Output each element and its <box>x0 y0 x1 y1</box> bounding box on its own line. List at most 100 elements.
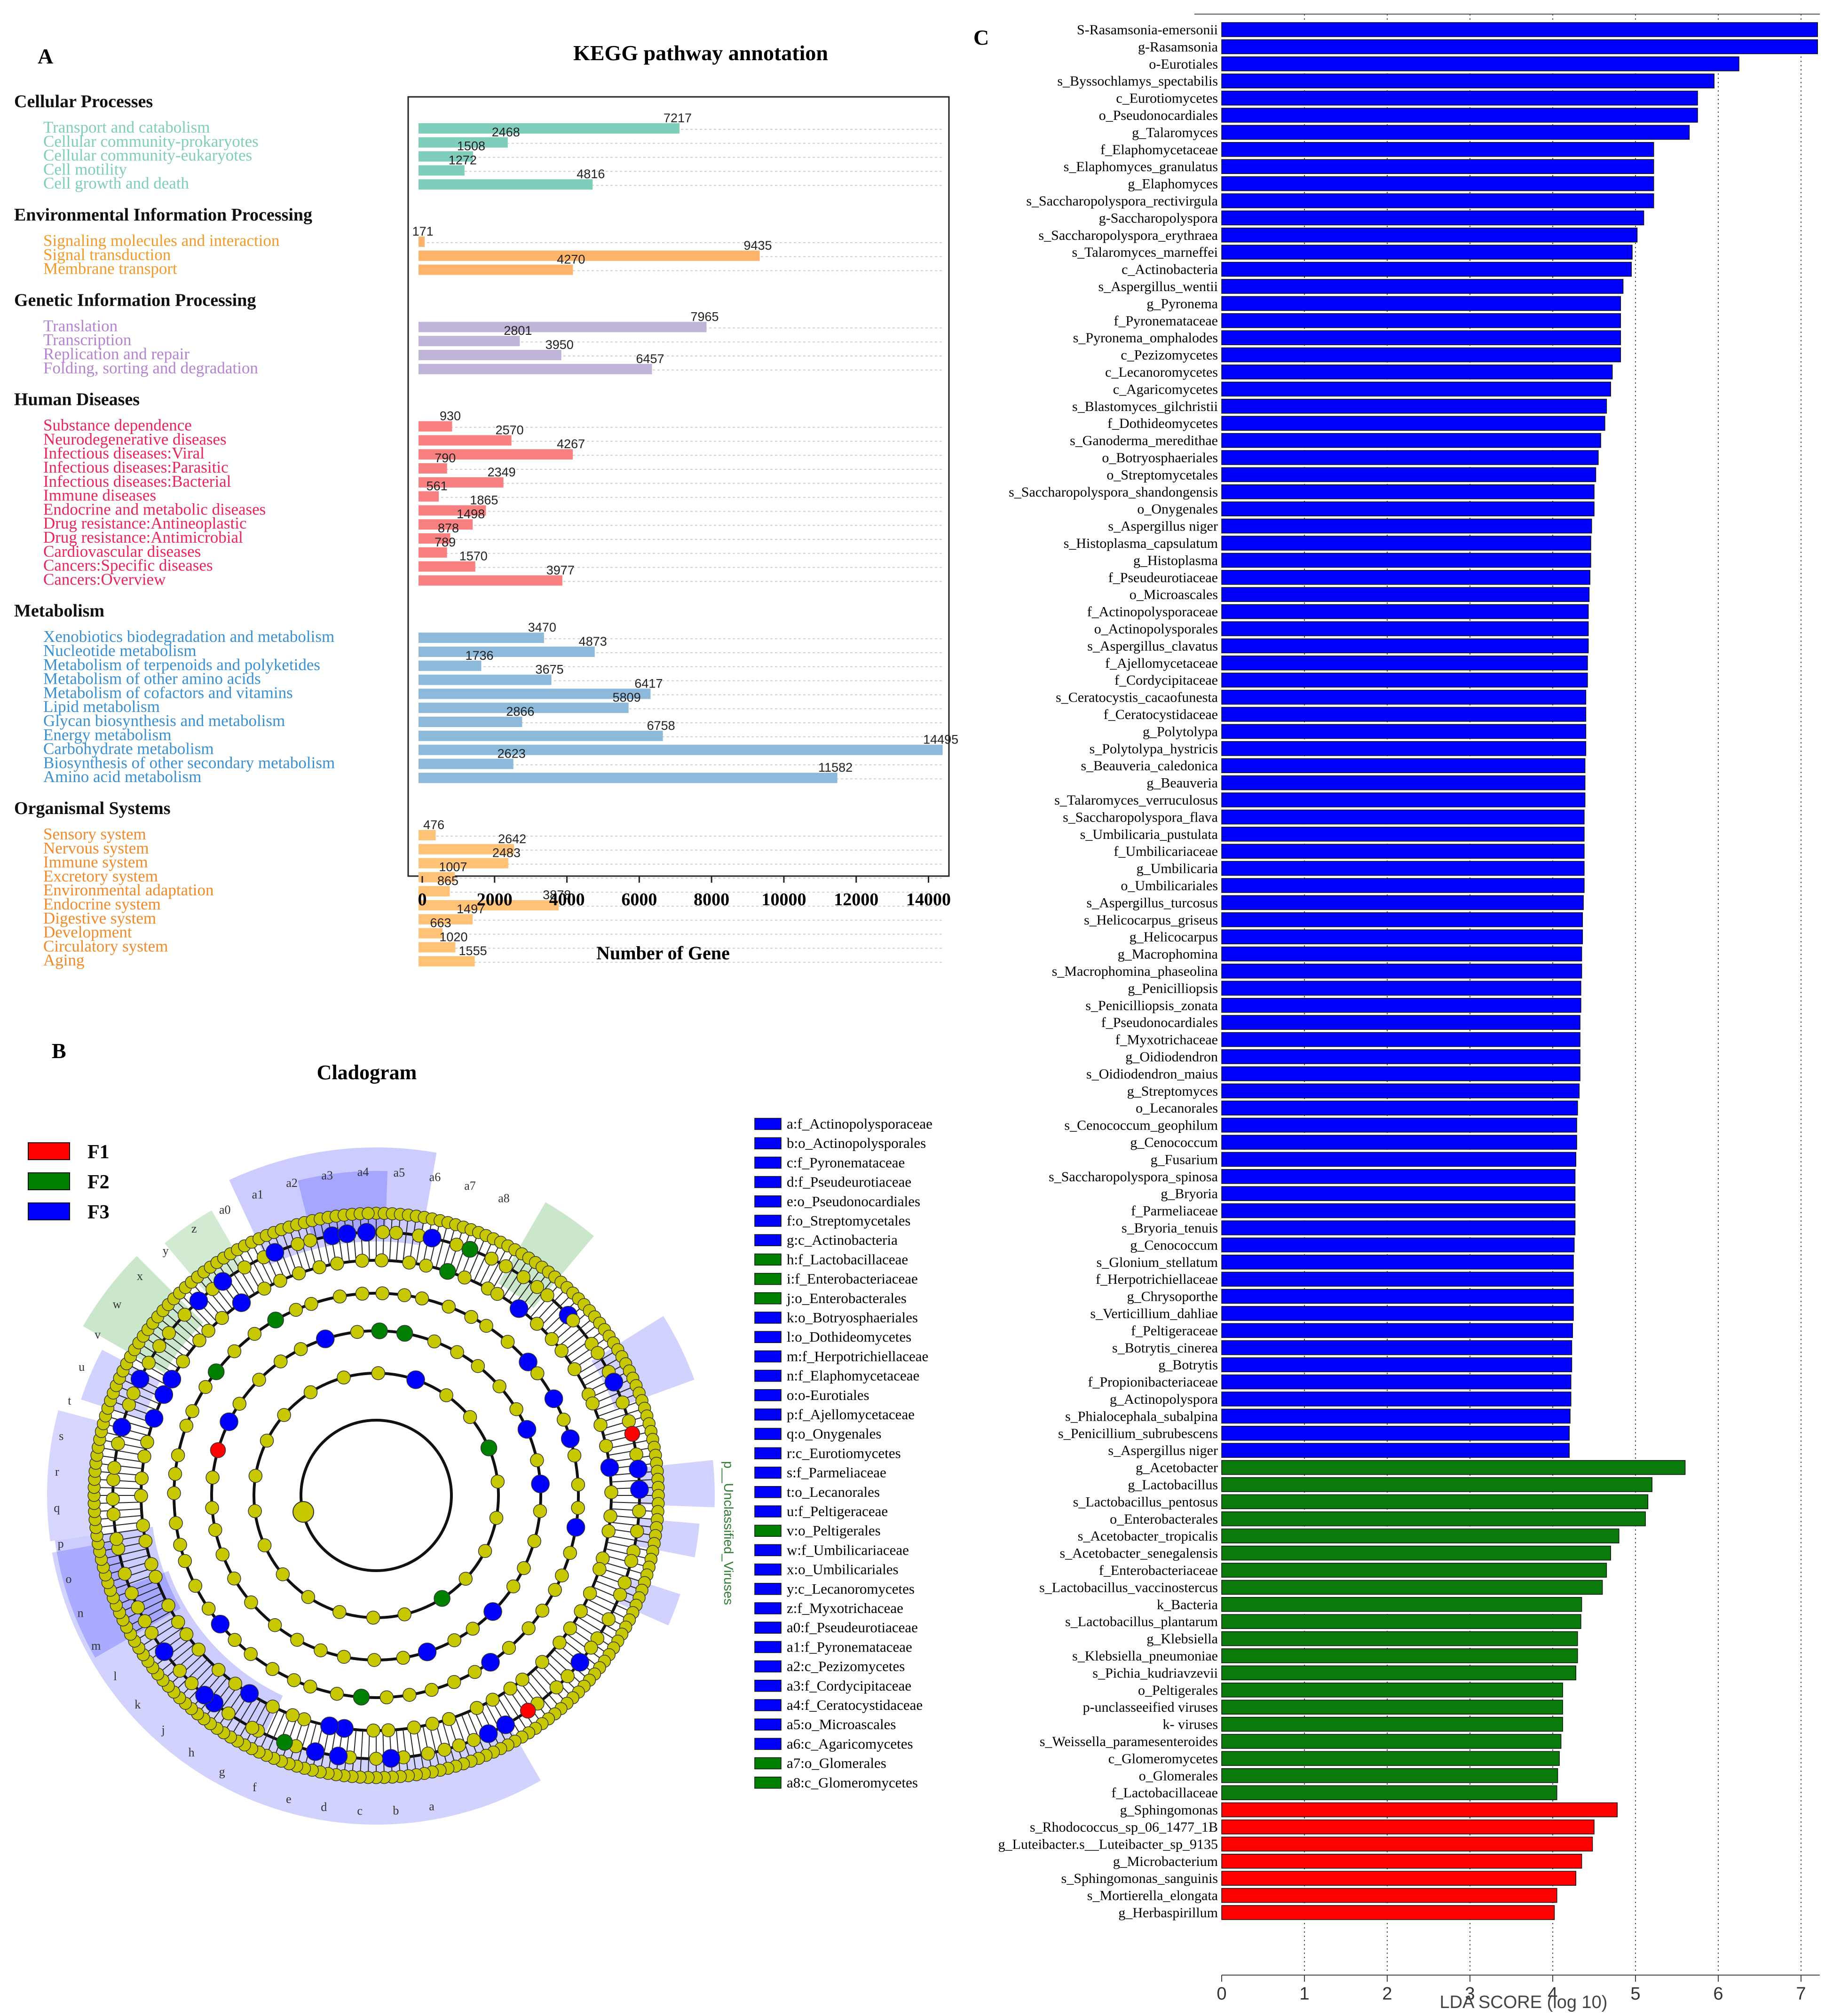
lda-bar-label: g_Cenococcum <box>1130 1135 1218 1150</box>
cladogram-node <box>167 1486 181 1500</box>
lda-bar-label: g_Herbaspirillum <box>1118 1905 1218 1921</box>
kegg-bar <box>419 435 512 446</box>
lda-bar-label: o_Microascales <box>1130 587 1218 602</box>
lda-bar <box>1221 707 1587 722</box>
cladogram-key-label: w:f_Umbilicariaceae <box>787 1542 909 1558</box>
cladogram-key-swatch <box>754 1621 782 1634</box>
cladogram-key-label: g:c_Actinobacteria <box>787 1232 898 1248</box>
cladogram-branch <box>600 1567 645 1583</box>
cladogram-node <box>273 1273 287 1288</box>
kegg-bar <box>419 703 629 713</box>
cladogram-branch <box>179 1293 213 1328</box>
cladogram-node <box>584 1640 598 1655</box>
lda-bar-label: f_Myxotrichaceae <box>1115 1032 1218 1048</box>
lda-bar <box>1221 1323 1573 1338</box>
cladogram-key-swatch <box>754 1195 782 1208</box>
kegg-bar <box>419 477 504 488</box>
cladogram-clade-wedge <box>83 1256 204 1373</box>
cladogram-node <box>498 1259 513 1273</box>
cladogram-branch <box>611 1478 658 1483</box>
cladogram-branch <box>497 1253 522 1295</box>
cladogram-node <box>470 1701 484 1715</box>
lda-bar <box>1221 261 1632 277</box>
kegg-category-label: Drug resistance:Antimicrobial <box>43 528 243 546</box>
kegg-bar <box>419 674 552 685</box>
cladogram-node <box>287 1673 301 1687</box>
lda-bar <box>1221 861 1585 876</box>
lda-bar <box>1221 1494 1649 1510</box>
cladogram-node <box>603 1509 617 1523</box>
cladogram-node <box>439 1263 456 1280</box>
kegg-category-label: Cell growth and death <box>43 174 190 192</box>
lda-bar-label: s_Umbilicaria_pustulata <box>1080 827 1218 842</box>
lda-bar-label: s_Polytolypa_hystricis <box>1090 741 1218 757</box>
lda-bar <box>1221 878 1585 893</box>
cladogram-wedge-letter: z <box>191 1222 197 1235</box>
cladogram-node <box>303 1679 317 1694</box>
cladogram-node <box>248 1504 262 1518</box>
cladogram-node <box>211 1614 230 1634</box>
cladogram-branch <box>524 1677 555 1715</box>
cladogram-node <box>458 1270 472 1285</box>
cladogram-key-label: b:o_Actinopolysporales <box>787 1135 926 1151</box>
cladogram-key-swatch <box>754 1563 782 1576</box>
cladogram-key-swatch <box>754 1602 782 1614</box>
lda-bar-label: g_Cenococcum <box>1130 1237 1218 1253</box>
cladogram-wedge-letter: a3 <box>321 1169 333 1182</box>
lda-bar-label: k_Bacteria <box>1157 1597 1218 1613</box>
cladogram-node <box>425 1683 439 1697</box>
cladogram-key-label: x:o_Umbilicariales <box>787 1561 899 1578</box>
cladogram-node <box>613 1588 627 1602</box>
panel-b-cladogram: B Cladogram F1 F2 F3 a b c d e f g h j k l m n o p q r s t u v w… <box>28 1039 932 1825</box>
lda-bar <box>1221 1460 1686 1475</box>
cladogram-node <box>566 1518 585 1537</box>
cladogram-branch <box>577 1616 618 1642</box>
cladogram-branch <box>535 1287 568 1323</box>
cladogram-node <box>463 1410 477 1424</box>
cladogram-key-swatch <box>754 1350 782 1363</box>
cladogram-key-swatch <box>754 1137 782 1149</box>
cladogram-node <box>195 1685 214 1705</box>
cladogram-node <box>571 1501 585 1515</box>
lda-bar <box>1221 433 1601 448</box>
kegg-bar-value: 476 <box>423 818 444 832</box>
lda-bar <box>1221 1905 1555 1920</box>
kegg-bar-value: 2570 <box>496 423 524 437</box>
kegg-bar-value: 1508 <box>457 139 485 153</box>
cladogram-branch <box>429 1724 441 1771</box>
lda-bar-label: s_Aspergillus niger <box>1108 519 1218 534</box>
cladogram-key-swatch <box>754 1369 782 1382</box>
kegg-bar <box>419 151 473 162</box>
cladogram-wedge-letter: h <box>189 1746 195 1759</box>
cladogram-node <box>144 1409 164 1428</box>
cladogram-key-label: e:o_Pseudonocardiales <box>787 1193 920 1210</box>
cladogram-node <box>154 1385 174 1404</box>
cladogram-wedge-letter: a2 <box>286 1176 298 1190</box>
kegg-bar-value: 1007 <box>439 860 467 874</box>
cladogram-key-swatch <box>754 1641 782 1653</box>
cladogram-key-swatch <box>754 1215 782 1227</box>
kegg-bar <box>419 533 450 544</box>
cladogram-key-label: a7:o_Glomerales <box>787 1755 886 1771</box>
cladogram-node <box>600 1458 619 1477</box>
cladogram-branch <box>101 1431 148 1443</box>
lda-bar <box>1221 399 1607 414</box>
cladogram-node <box>106 1492 120 1506</box>
cladogram-node <box>549 1680 564 1694</box>
lda-bar-label: f_Dothideomycetes <box>1107 416 1218 431</box>
kegg-x-tick-label: 0 <box>418 890 427 909</box>
lda-bar <box>1221 1683 1563 1698</box>
lda-bar <box>1221 245 1633 260</box>
lda-bar <box>1221 587 1590 602</box>
kegg-category-label: Signal transduction <box>43 245 171 264</box>
cladogram-node <box>442 1299 456 1314</box>
cladogram-branch <box>409 1728 417 1775</box>
cladogram-key-label: q:o_Onygenales <box>787 1425 881 1442</box>
kegg-bar-value: 2349 <box>488 465 516 479</box>
cladogram-node <box>332 1289 347 1304</box>
cladogram-node <box>630 1524 644 1538</box>
cladogram-node <box>228 1633 242 1647</box>
cladogram-node <box>464 1310 478 1324</box>
cladogram-node <box>591 1346 605 1360</box>
cladogram-node <box>632 1504 646 1518</box>
